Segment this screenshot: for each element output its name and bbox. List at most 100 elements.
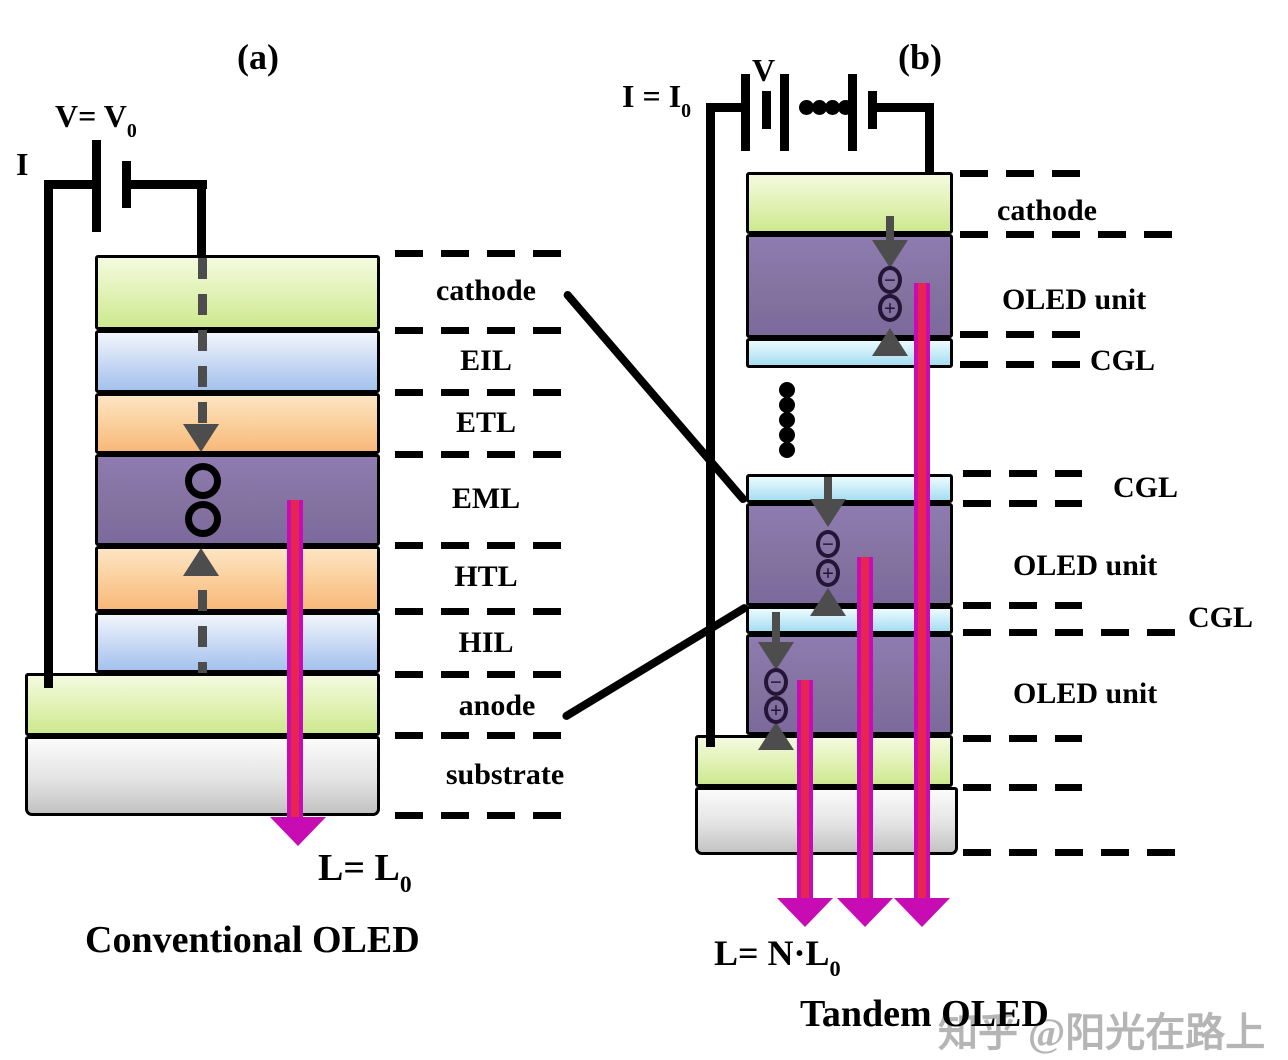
wire-b-down-to-stack (925, 103, 934, 175)
light-arrow-b2-shaft (857, 557, 873, 900)
layer-a-hil (95, 612, 380, 673)
dash-line (395, 451, 565, 458)
panel-a-luminance-sub: 0 (399, 871, 412, 898)
dash-line (963, 500, 1082, 507)
layer-a-cathode (95, 255, 380, 330)
electron-arrowhead-b2 (810, 499, 846, 527)
layer-a-htl (95, 546, 380, 612)
light-arrow-b1-head (777, 898, 833, 927)
dash-line (960, 231, 1175, 238)
hole-symbol-b2: + (816, 559, 840, 587)
electron-symbol-b1: − (878, 266, 902, 294)
label-b-oled-unit-3: OLED unit (1013, 677, 1158, 710)
dash-line (395, 389, 565, 396)
battery-b-series-dot (812, 100, 827, 115)
hole-flow-arrowhead-a (183, 548, 219, 576)
dash-line (395, 542, 565, 549)
panel-b-voltage-label: V (752, 52, 776, 88)
layer-a-eml (95, 454, 380, 546)
repeat-ellipsis-dot (779, 397, 795, 413)
panel-b-title: (b) (898, 37, 942, 77)
wire-b-left-horizontal (706, 103, 744, 112)
label-a-eml: EML (451, 482, 521, 515)
battery-b-series-dot (825, 100, 840, 115)
panel-a-luminance-label: L= L0 (318, 846, 412, 899)
panel-b-caption: Tandem OLED (800, 993, 1049, 1035)
light-arrow-a-shaft (287, 500, 303, 818)
wire-a-down-to-stack (197, 180, 206, 258)
electron-symbol-b3: − (764, 668, 788, 696)
wire-a-left-horizontal (44, 180, 101, 189)
electron-arrow-shaft-b2 (824, 477, 832, 503)
label-a-eil: EIL (460, 344, 512, 377)
dash-line (395, 671, 565, 678)
electron-arrowhead-b1 (872, 240, 908, 268)
wire-a-right-horizontal (122, 180, 207, 189)
electron-arrow-shaft-b1 (886, 216, 894, 244)
electron-symbol-b2: − (816, 530, 840, 558)
label-b-oled-unit-2: OLED unit (1013, 549, 1158, 582)
label-a-anode: anode (458, 689, 536, 722)
label-b-cgl-2: CGL (1113, 471, 1179, 504)
hole-flow-dashed-shaft-a (198, 590, 207, 673)
light-arrow-b1-shaft (797, 680, 813, 900)
battery-b-series-dot (799, 100, 814, 115)
panel-b-current-label: I = I0 (622, 78, 691, 123)
connector-anode-to-cgl-line (560, 602, 750, 722)
panel-a-title: (a) (237, 37, 279, 77)
label-a-hil: HIL (458, 626, 514, 659)
label-a-htl: HTL (454, 560, 518, 593)
dash-line (963, 629, 1180, 636)
panel-b-luminance-text: L= N·L (714, 933, 830, 973)
hole-arrowhead-b3 (758, 722, 794, 750)
label-a-etl: ETL (455, 406, 517, 439)
layer-a-etl (95, 393, 380, 454)
label-b-cgl-3: CGL (1188, 601, 1254, 634)
layer-b-anode (695, 735, 953, 787)
dash-line (395, 250, 565, 257)
repeat-ellipsis-dot (779, 382, 795, 398)
hole-arrowhead-b2 (810, 588, 846, 616)
repeat-ellipsis-dot (779, 412, 795, 428)
battery-b-long-plate-2 (780, 74, 789, 151)
layer-a-anode (25, 673, 380, 736)
hole-symbol-b3: + (764, 696, 788, 724)
repeat-ellipsis-dot (779, 442, 795, 458)
battery-a-long-plate (92, 140, 101, 232)
wire-b-left-vertical (706, 103, 715, 747)
wire-b-right-horizontal (868, 103, 934, 112)
connector-cathode-to-cgl-line (561, 289, 749, 505)
electron-flow-dashed-shaft-a (198, 258, 207, 424)
light-arrow-a-head (270, 817, 326, 846)
layer-b-cathode (746, 172, 953, 234)
light-arrow-b2-head (837, 898, 893, 927)
layer-a-substrate (25, 736, 380, 816)
watermark: 知乎 @阳光在路上 (938, 1010, 1266, 1055)
dash-line (963, 602, 1082, 609)
panel-b-current-text: I = I (622, 78, 682, 114)
dash-line (395, 812, 565, 819)
dash-line (963, 784, 1082, 791)
label-a-cathode: cathode (436, 274, 536, 307)
panel-b-luminance-label: L= N·L0 (714, 932, 841, 982)
label-b-oled-unit-1: OLED unit (1002, 283, 1147, 316)
hole-symbol-b1: + (878, 294, 902, 322)
dash-line (963, 735, 1082, 742)
label-b-cathode: cathode (997, 194, 1097, 227)
dash-line (960, 361, 1082, 368)
exciton-ring-bottom (185, 501, 221, 537)
light-arrow-b3-head (894, 898, 950, 927)
panel-a-voltage-sub: 0 (126, 119, 137, 142)
layer-a-eil (95, 330, 380, 393)
hole-arrowhead-b1 (872, 328, 908, 356)
panel-a-voltage-text: V= V (55, 98, 127, 134)
repeat-ellipsis-dot (779, 427, 795, 443)
dash-line (395, 327, 565, 334)
dash-line (960, 170, 1082, 177)
dash-line (963, 849, 1180, 856)
panel-b-current-sub: 0 (681, 99, 692, 122)
battery-b-short-plate-1 (762, 91, 771, 129)
panel-b-luminance-sub: 0 (829, 956, 841, 982)
dash-line (395, 732, 565, 739)
exciton-ring-top (185, 463, 221, 499)
